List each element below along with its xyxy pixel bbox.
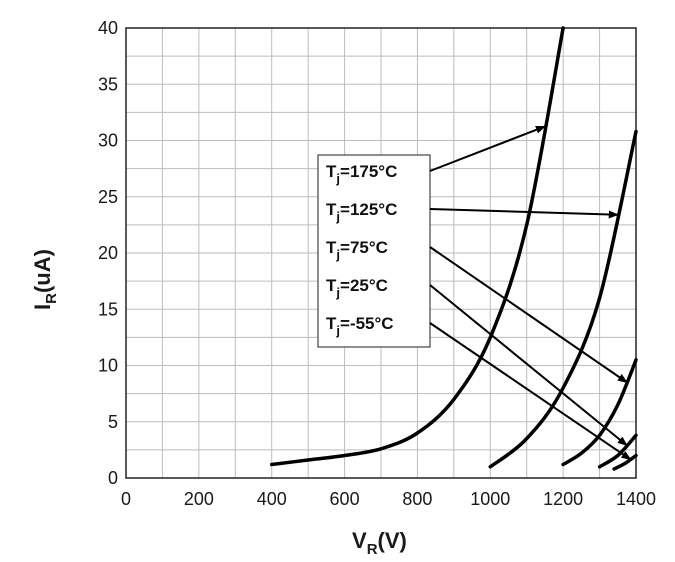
legend-entry: Tj=25°C — [326, 276, 388, 300]
y-tick-label: 10 — [98, 356, 118, 376]
legend-arrows — [429, 125, 632, 461]
series-line — [597, 433, 638, 469]
y-tick-label: 25 — [98, 187, 118, 207]
y-axis-title-main: I — [30, 304, 55, 310]
y-tick-label: 30 — [98, 131, 118, 151]
y-tick-label: 0 — [108, 468, 118, 488]
x-tick-labels: 0 200 400 600 800 1000 1200 1400 — [121, 489, 656, 509]
x-tick-label: 800 — [402, 489, 432, 509]
y-axis-title: IR(uA) — [30, 249, 60, 310]
x-tick-label: 1000 — [470, 489, 510, 509]
y-tick-labels: 0 5 10 15 20 25 30 35 40 — [98, 18, 118, 488]
legend-entry: Tj=125°C — [326, 200, 397, 224]
x-tick-label: 200 — [184, 489, 214, 509]
legend-arrow — [429, 322, 632, 461]
legend: Tj=175°C Tj=125°C Tj=75°C Tj=25°C Tj=-55°C — [326, 162, 397, 338]
plot-frame — [125, 27, 637, 479]
legend-entry: Tj=-55°C — [326, 314, 394, 338]
legend-entry: Tj=75°C — [326, 238, 388, 262]
x-tick-label: 0 — [121, 489, 131, 509]
series-line — [488, 129, 638, 469]
x-axis-title-main: V — [352, 528, 367, 553]
y-tick-label: 40 — [98, 18, 118, 38]
y-tick-label: 15 — [98, 299, 118, 319]
series-line — [561, 358, 638, 467]
y-tick-label: 20 — [98, 243, 118, 263]
series-line — [612, 453, 638, 471]
x-tick-label: 1200 — [543, 489, 583, 509]
y-axis-title-unit: (uA) — [30, 249, 55, 293]
x-axis-title: VR(V) — [352, 528, 407, 558]
legend-arrow — [429, 208, 619, 219]
legend-arrow — [429, 246, 628, 384]
legend-arrow — [429, 125, 546, 172]
y-tick-label: 5 — [108, 412, 118, 432]
y-tick-label: 35 — [98, 74, 118, 94]
series-line — [269, 26, 565, 467]
legend-box — [317, 154, 431, 348]
x-tick-label: 600 — [330, 489, 360, 509]
y-axis-title-sub: R — [43, 293, 60, 304]
x-tick-label: 1400 — [616, 489, 656, 509]
x-axis-title-sub: R — [367, 541, 378, 558]
x-axis-title-unit: (V) — [378, 528, 407, 553]
x-tick-label: 400 — [257, 489, 287, 509]
series-lines — [269, 26, 638, 471]
legend-arrow — [429, 284, 628, 447]
legend-entry: Tj=175°C — [326, 162, 397, 186]
